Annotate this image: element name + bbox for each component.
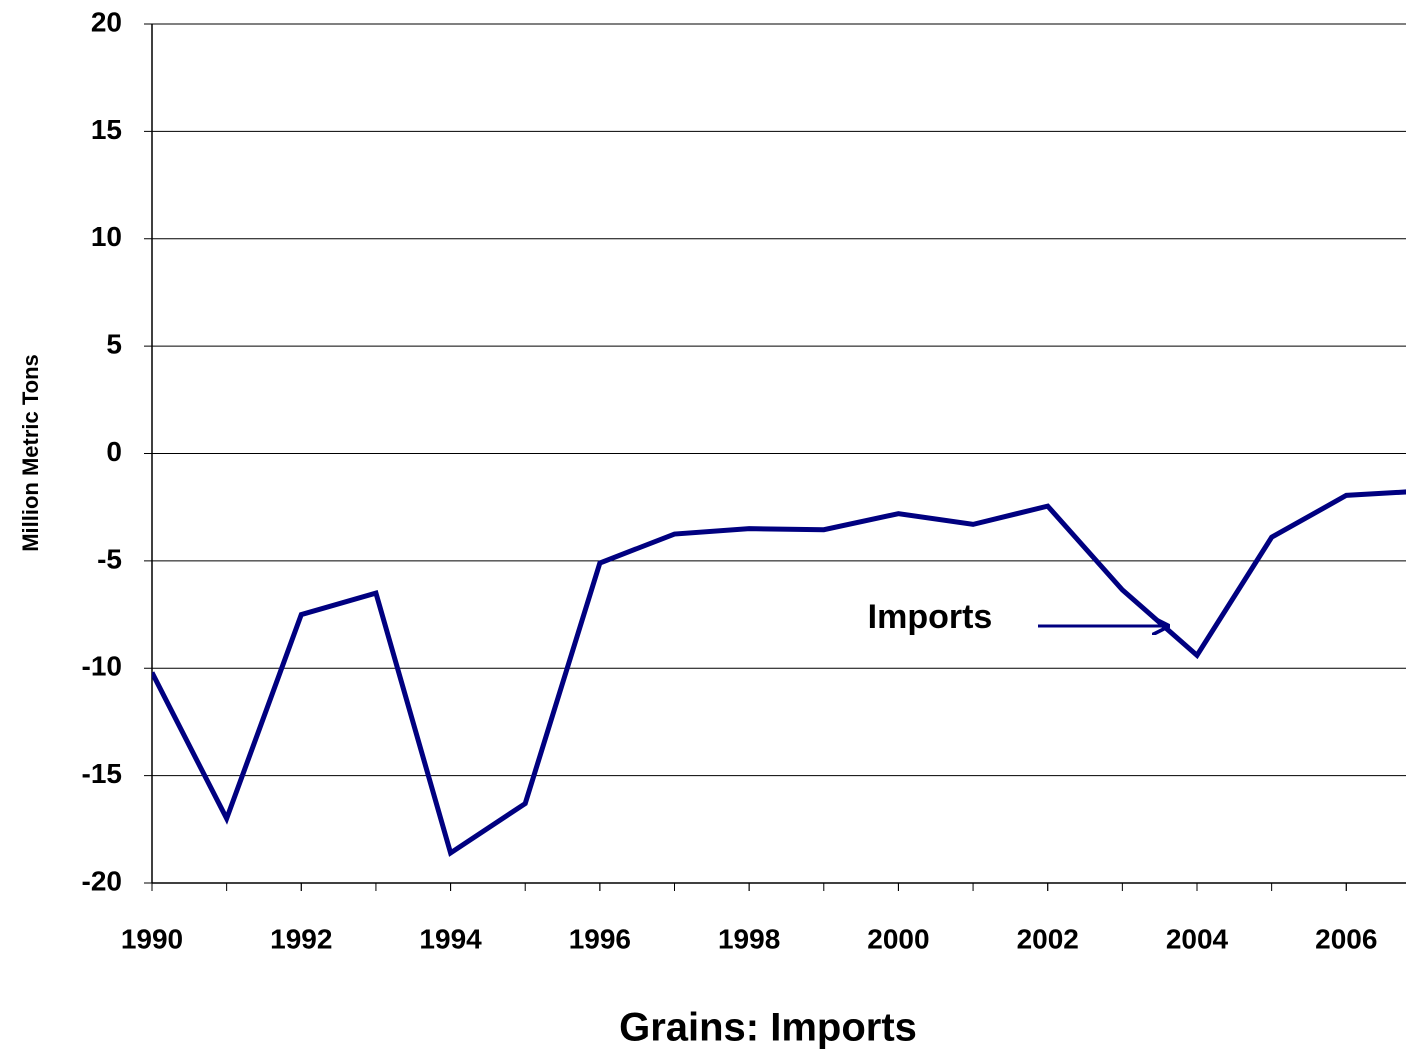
y-tick-label: -15	[82, 758, 122, 789]
y-tick-label: -5	[97, 543, 122, 574]
annotation: Imports	[868, 598, 993, 636]
y-tick-label: -10	[82, 651, 122, 682]
y-tick-label: 0	[106, 436, 122, 467]
x-tick-label: 1994	[419, 923, 482, 954]
x-tick-label: 1998	[718, 923, 780, 954]
x-tick-label: 1990	[121, 923, 183, 954]
y-tick-label: 10	[91, 221, 122, 252]
x-tick-label: 2006	[1315, 923, 1377, 954]
chart-title: Grains: Imports	[619, 1006, 917, 1050]
y-tick-label: 15	[91, 114, 122, 145]
data-line	[152, 489, 1406, 857]
y-tick-label: -20	[82, 865, 122, 896]
x-tick-label: 1996	[569, 923, 631, 954]
x-tick-label: 2004	[1166, 923, 1229, 954]
y-tick-label: 5	[106, 329, 122, 360]
x-tick-label: 1992	[270, 923, 332, 954]
x-tick-label: 2000	[867, 923, 929, 954]
x-tick-label: 2002	[1017, 923, 1079, 954]
y-axis-label: Million Metric Tons	[18, 354, 43, 552]
y-tick-label: 20	[91, 6, 122, 37]
